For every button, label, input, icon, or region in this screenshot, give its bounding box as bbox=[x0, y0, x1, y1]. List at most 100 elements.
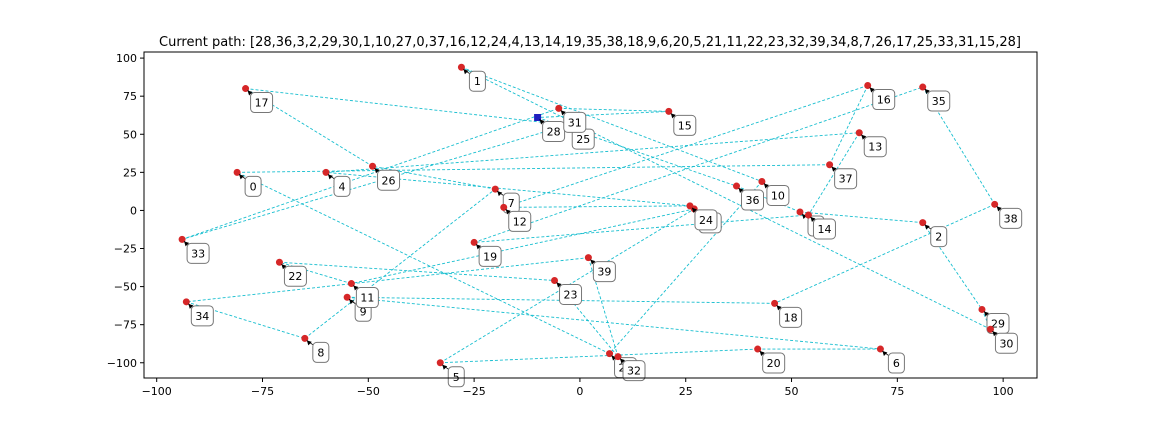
point-label-box bbox=[190, 305, 214, 327]
annotation-arrow-head bbox=[996, 206, 1002, 212]
annotation-arrow-head bbox=[882, 351, 888, 357]
point-label-box bbox=[741, 189, 765, 211]
path-segment bbox=[351, 208, 695, 284]
data-point bbox=[686, 202, 694, 210]
y-tick-label: 50 bbox=[123, 128, 137, 141]
point-label: 23 bbox=[564, 289, 578, 302]
annotation-arrow-head bbox=[497, 191, 503, 197]
annotation-arrow-head bbox=[306, 340, 312, 346]
point-label: 10 bbox=[771, 189, 785, 202]
data-point bbox=[301, 334, 309, 342]
path-segment bbox=[461, 66, 991, 330]
point-label-box bbox=[999, 207, 1023, 229]
data-point bbox=[275, 258, 283, 266]
path-segment bbox=[537, 110, 669, 118]
annotation-arrow-head bbox=[463, 69, 469, 75]
data-point bbox=[551, 277, 559, 285]
annotation-arrow-head bbox=[759, 351, 765, 357]
path-segment bbox=[304, 188, 496, 339]
point-label-box bbox=[834, 168, 858, 190]
path-segment bbox=[279, 261, 555, 281]
y-tick-label: 100 bbox=[116, 52, 137, 65]
point-label: 22 bbox=[288, 270, 302, 283]
point-label: 25 bbox=[576, 133, 590, 146]
point-label-box bbox=[478, 245, 502, 267]
point-label: 13 bbox=[868, 141, 882, 154]
point-label-box bbox=[559, 284, 583, 306]
point-label-box bbox=[694, 209, 718, 231]
data-point bbox=[178, 235, 186, 243]
point-label: 0 bbox=[250, 180, 257, 193]
path-segment bbox=[774, 203, 995, 304]
annotation-arrow-head bbox=[539, 119, 545, 125]
annotation-arrow-head bbox=[327, 174, 333, 180]
x-tick-label: 0 bbox=[576, 385, 583, 398]
data-point bbox=[584, 254, 592, 262]
data-point bbox=[491, 185, 499, 193]
point-label-box bbox=[244, 175, 262, 197]
path-segment bbox=[473, 86, 923, 243]
data-point bbox=[754, 345, 762, 353]
point-label-box bbox=[872, 89, 896, 111]
data-point bbox=[233, 168, 241, 176]
annotation-arrow-head bbox=[810, 217, 816, 222]
point-label: 7 bbox=[508, 197, 515, 210]
plot-area: 0123456789101112131415161718192021222324… bbox=[107, 51, 1038, 398]
point-label: 6 bbox=[893, 357, 900, 370]
data-point bbox=[919, 83, 927, 91]
path-segment bbox=[440, 348, 758, 364]
point-label-box bbox=[994, 332, 1018, 354]
path-segment bbox=[237, 164, 830, 173]
point-label-box bbox=[355, 287, 379, 309]
data-point bbox=[500, 203, 508, 211]
annotation-arrow-head bbox=[184, 241, 190, 247]
point-label: 28 bbox=[547, 126, 561, 139]
point-label-box bbox=[468, 70, 486, 92]
point-label-box bbox=[887, 352, 905, 374]
y-tick-label: 25 bbox=[123, 166, 137, 179]
y-tick-label: 75 bbox=[123, 90, 137, 103]
point-label-box bbox=[447, 366, 465, 388]
path-segment bbox=[186, 257, 589, 303]
annotation-arrow-head bbox=[924, 224, 930, 230]
path-segment bbox=[347, 296, 881, 350]
data-point bbox=[733, 182, 741, 190]
point-label: 34 bbox=[195, 310, 209, 323]
point-label: 24 bbox=[699, 214, 713, 227]
path-segment bbox=[181, 107, 559, 240]
x-tick-label: −50 bbox=[357, 385, 380, 398]
point-label: 31 bbox=[568, 116, 582, 129]
point-label-box bbox=[863, 136, 887, 158]
start-marker bbox=[534, 114, 542, 122]
path-segment bbox=[503, 205, 690, 208]
data-point bbox=[919, 219, 927, 227]
data-point bbox=[758, 177, 766, 185]
point-label-box bbox=[622, 360, 646, 382]
annotation-arrow-head bbox=[442, 364, 448, 370]
path-segment bbox=[245, 88, 568, 126]
annotation-arrow-head bbox=[560, 110, 566, 116]
path-segment bbox=[440, 208, 695, 364]
annotation-arrow-head bbox=[992, 331, 998, 337]
point-label-box bbox=[812, 218, 836, 240]
data-point bbox=[347, 280, 355, 288]
data-point bbox=[436, 359, 444, 367]
plot-frame bbox=[143, 51, 1038, 379]
x-tick-label: 25 bbox=[679, 385, 693, 398]
path-segment bbox=[609, 181, 763, 354]
point-label-box bbox=[333, 175, 351, 197]
point-label-box bbox=[592, 261, 616, 283]
data-point bbox=[978, 305, 986, 313]
point-label: 4 bbox=[338, 180, 345, 193]
point-label: 20 bbox=[767, 357, 781, 370]
annotation-arrow-head bbox=[831, 166, 837, 172]
x-tick-label: 100 bbox=[993, 385, 1014, 398]
point-label-box bbox=[766, 184, 790, 206]
data-point bbox=[606, 350, 614, 358]
point-label: 38 bbox=[1004, 212, 1018, 225]
path-segment bbox=[558, 107, 669, 112]
point-label-box bbox=[927, 90, 951, 112]
annotation-arrow-head bbox=[691, 207, 697, 213]
point-label: 11 bbox=[360, 292, 374, 305]
